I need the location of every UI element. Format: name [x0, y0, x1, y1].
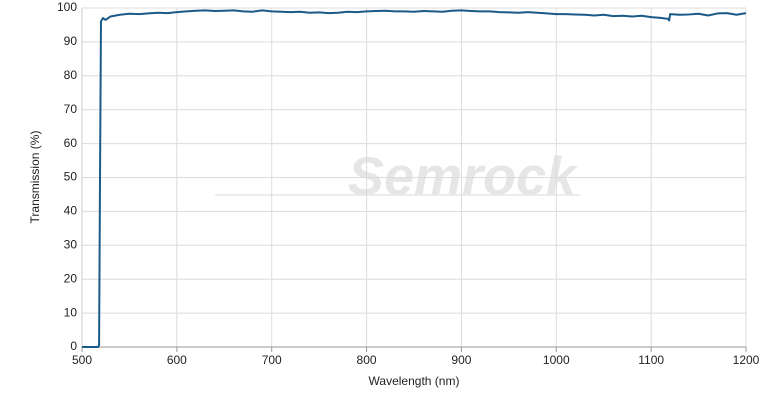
- y-tick-label: 30: [64, 237, 78, 251]
- x-tick-label: 800: [357, 353, 377, 367]
- x-tick-label: 700: [262, 353, 282, 367]
- y-tick-label: 0: [70, 339, 77, 353]
- y-tick-label: 60: [64, 136, 78, 150]
- x-axis-label: Wavelength (nm): [369, 374, 460, 388]
- x-tick-label: 1200: [733, 353, 760, 367]
- y-tick-label: 40: [64, 204, 78, 218]
- data-line: [82, 9, 747, 348]
- y-tick-label: 70: [64, 102, 78, 116]
- y-tick-label: 80: [64, 68, 78, 82]
- y-tick-label: 90: [64, 34, 78, 48]
- y-axis-label: Transmission (%): [28, 131, 42, 224]
- y-tick-label: 20: [64, 271, 78, 285]
- x-tick-label: 600: [167, 353, 187, 367]
- x-tick-label: 1100: [638, 353, 664, 367]
- y-tick-label: 100: [57, 0, 77, 14]
- y-tick-label: 50: [64, 170, 78, 184]
- x-tick-label: 1000: [543, 353, 570, 367]
- watermark: Semrock: [348, 146, 579, 206]
- y-tick-label: 10: [64, 305, 78, 319]
- x-tick-label: 900: [451, 353, 471, 367]
- x-tick-label: 500: [72, 353, 92, 367]
